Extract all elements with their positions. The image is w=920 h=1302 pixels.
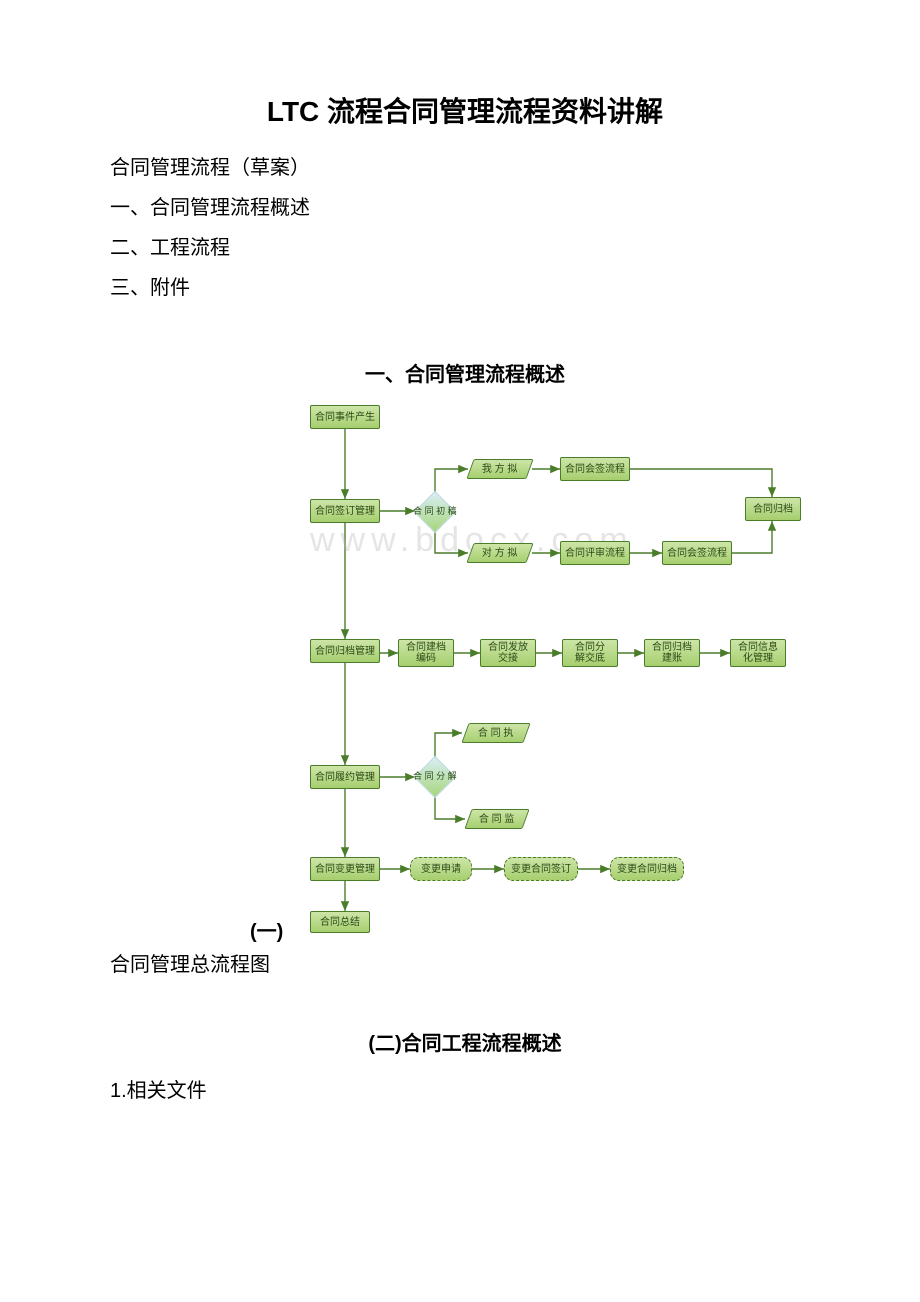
flow-node: 合同事件产生 [310,405,380,429]
flow-edge [435,733,462,763]
toc-line: 合同管理流程（草案） [110,148,820,188]
toc-line: 一、合同管理流程概述 [110,188,820,228]
flowchart-svg [250,397,830,937]
flow-node: 合同总结 [310,911,370,933]
item1: 1.相关文件 [110,1074,820,1103]
flow-node: 合同信息化管理 [730,639,786,667]
flow-edge [732,521,772,553]
flow-node: 合同履约管理 [310,765,380,789]
flow-edge [435,791,465,819]
flow-node: 合 同 监 [464,809,529,829]
flow-node: 合同归档建账 [644,639,700,667]
toc-line: 二、工程流程 [110,228,820,268]
flow-node: 合同评审流程 [560,541,630,565]
flow-node: 我 方 拟 [466,459,533,479]
flow-edge [435,526,468,553]
flow-node: 合 同 执 [461,723,530,743]
flowchart: www.bdocx.com 合同事件产生合同签订管理合 同 初 稿我 方 拟合同… [250,397,830,937]
flow-node: 变更合同签订 [504,857,578,881]
flow-node: 合同分解交底 [562,639,618,667]
flow-edge [435,469,468,498]
flow-node: 合同发放交接 [480,639,536,667]
flow-node: 合同签订管理 [310,499,380,523]
flow-node: 合同归档管理 [310,639,380,663]
flow-node: 合同建档编码 [398,639,454,667]
flow-node: 合同会签流程 [662,541,732,565]
toc-line: 三、附件 [110,268,820,308]
flow-node: 变更申请 [410,857,472,881]
toc: 合同管理流程（草案） 一、合同管理流程概述 二、工程流程 三、附件 [110,148,820,308]
flow-node: 合同变更管理 [310,857,380,881]
page-title: LTC 流程合同管理流程资料讲解 [110,90,820,130]
flow-node: 对 方 拟 [466,543,533,563]
section2-heading: (二)合同工程流程概述 [110,1027,820,1056]
flow-node: 合同归档 [745,497,801,521]
flow-node: 合同会签流程 [560,457,630,481]
flow-edge [630,469,772,497]
section1-heading: 一、合同管理流程概述 [110,358,820,387]
flow-node: 变更合同归档 [610,857,684,881]
sub1-caption: 合同管理总流程图 [110,948,820,977]
